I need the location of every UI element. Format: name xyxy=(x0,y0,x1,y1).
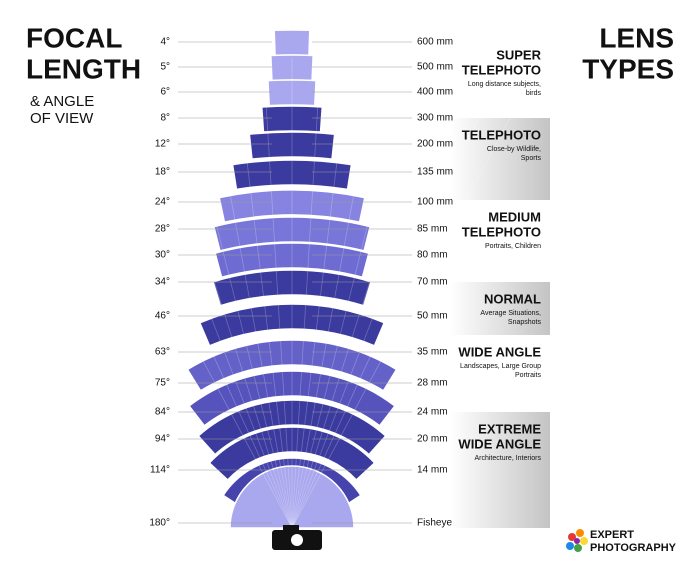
lens-type-name: TELEPHOTO xyxy=(462,62,541,77)
view-ray xyxy=(234,61,293,529)
focal-label: 85 mm xyxy=(417,224,448,235)
angle-band xyxy=(197,399,387,456)
subtitle: OF VIEW xyxy=(30,110,94,127)
angle-band xyxy=(218,189,366,223)
angle-band xyxy=(198,303,386,347)
focal-label: 24 mm xyxy=(417,407,448,418)
lens-type-name: EXTREME xyxy=(478,421,541,436)
angle-band xyxy=(188,370,396,427)
lens-type-desc: Long distance subjects, xyxy=(468,81,541,88)
view-ray xyxy=(291,112,514,529)
focal-label: 28 mm xyxy=(417,378,448,389)
angle-label: 63° xyxy=(155,347,170,358)
panel-bg xyxy=(450,118,550,200)
view-ray xyxy=(291,89,461,529)
lens-type-desc: Portraits xyxy=(515,372,542,379)
lens-type-name: MEDIUM xyxy=(488,209,541,224)
angle-band xyxy=(186,339,398,392)
title: FOCAL xyxy=(26,22,122,53)
angle-band xyxy=(267,79,317,107)
focal-label: 135 mm xyxy=(417,167,453,178)
panel-bg xyxy=(450,282,550,335)
angle-label: 114° xyxy=(150,465,170,476)
logo-icon xyxy=(566,529,588,552)
angle-label: 75° xyxy=(155,378,170,389)
view-ray xyxy=(150,79,293,529)
angle-band xyxy=(248,131,336,160)
title: LENGTH xyxy=(26,53,141,84)
angle-label: 34° xyxy=(155,277,170,288)
focal-label: 70 mm xyxy=(417,277,448,288)
view-ray xyxy=(291,65,379,529)
view-ray xyxy=(70,112,293,529)
focal-label: 500 mm xyxy=(417,62,453,73)
focal-label: 100 mm xyxy=(417,197,453,208)
angle-label: 84° xyxy=(155,407,170,418)
view-ray xyxy=(205,65,293,529)
lens-type-name: WIDE ANGLE xyxy=(458,344,541,359)
angle-band xyxy=(260,105,324,133)
angle-label: 4° xyxy=(160,37,170,48)
angle-band xyxy=(212,216,372,252)
view-ray xyxy=(123,89,293,529)
angle-band xyxy=(231,159,353,191)
focal-label: 14 mm xyxy=(417,465,448,476)
angle-label: 6° xyxy=(160,87,170,98)
focal-label: 600 mm xyxy=(417,37,453,48)
lens-type-desc: Average Situations, xyxy=(480,310,541,317)
logo-text: EXPERT xyxy=(590,529,634,541)
subtitle: & ANGLE xyxy=(30,93,94,110)
lens-type-desc: Close-by Wildlife, xyxy=(487,146,541,153)
angle-band xyxy=(208,426,376,482)
lens-type-name: NORMAL xyxy=(484,291,541,306)
angle-label: 24° xyxy=(155,197,170,208)
angle-label: 12° xyxy=(155,139,170,150)
lens-type-name: TELEPHOTO xyxy=(462,127,541,142)
view-ray xyxy=(262,58,293,529)
lens-type-desc: Architecture, Interiors xyxy=(474,455,541,462)
focal-label: 50 mm xyxy=(417,311,448,322)
angle-label: 180° xyxy=(149,518,170,529)
angle-label: 5° xyxy=(160,62,170,73)
angle-band xyxy=(273,29,311,57)
focal-label: Fisheye xyxy=(417,518,452,529)
view-ray xyxy=(177,71,293,529)
right-title: TYPES xyxy=(582,53,674,84)
angle-label: 30° xyxy=(155,250,170,261)
logo-text: PHOTOGRAPHY xyxy=(590,542,677,554)
view-ray xyxy=(291,100,488,529)
view-ray xyxy=(291,58,322,529)
focal-label: 80 mm xyxy=(417,250,448,261)
view-ray xyxy=(96,100,293,529)
panel-bg xyxy=(450,412,550,528)
focal-label: 35 mm xyxy=(417,347,448,358)
camera-icon xyxy=(283,525,299,532)
view-ray xyxy=(291,79,434,529)
angle-label: 46° xyxy=(155,311,170,322)
focal-label: 400 mm xyxy=(417,87,453,98)
focal-label: 20 mm xyxy=(417,434,448,445)
lens-type-desc: birds xyxy=(526,90,542,97)
lens-type-desc: Sports xyxy=(521,155,542,162)
lens-type-name: WIDE ANGLE xyxy=(458,436,541,451)
lens-type-desc: Portraits, Children xyxy=(485,243,541,250)
angle-label: 18° xyxy=(155,167,170,178)
lens-type-name: TELEPHOTO xyxy=(462,224,541,239)
angle-label: 8° xyxy=(160,113,170,124)
fisheye-band xyxy=(229,465,355,529)
angle-band xyxy=(212,269,372,307)
lens-type-desc: Landscapes, Large Group xyxy=(460,363,541,370)
angle-label: 94° xyxy=(155,434,170,445)
angle-band xyxy=(214,242,370,279)
camera-lens xyxy=(291,534,303,546)
focal-label: 300 mm xyxy=(417,113,453,124)
lens-type-name: SUPER xyxy=(496,47,541,62)
view-ray xyxy=(291,61,350,529)
view-ray xyxy=(291,71,407,529)
right-title: LENS xyxy=(599,22,674,53)
focal-label: 200 mm xyxy=(417,139,453,150)
lens-type-desc: Snapshots xyxy=(508,319,542,326)
angle-label: 28° xyxy=(155,224,170,235)
